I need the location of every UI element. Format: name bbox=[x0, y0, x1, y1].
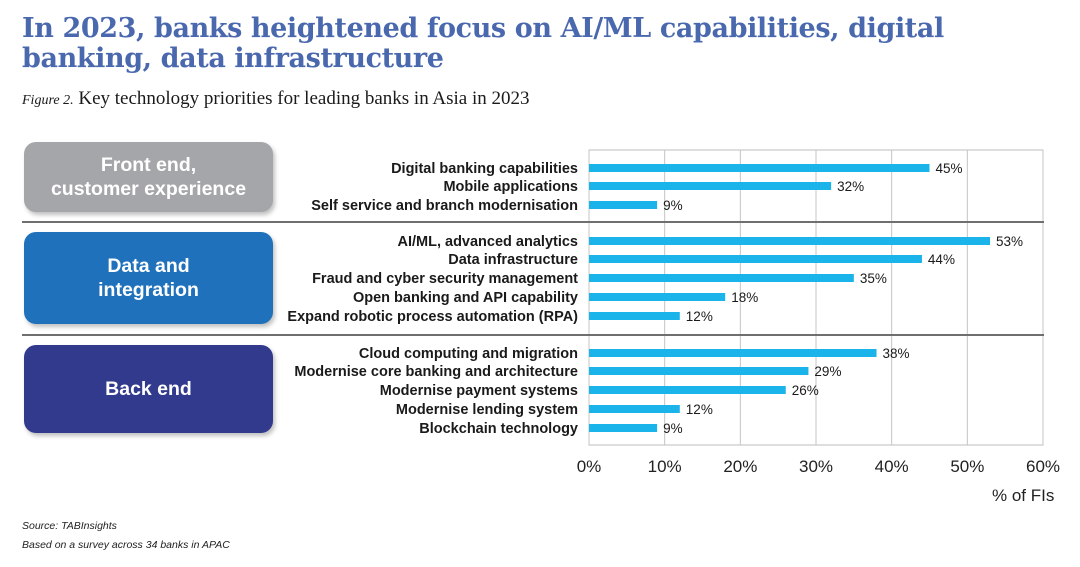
x-tick-label: 10% bbox=[648, 457, 682, 476]
value-label: 12% bbox=[686, 402, 713, 417]
bar bbox=[589, 424, 658, 432]
figure-label: Figure 2. bbox=[22, 93, 74, 108]
value-label: 35% bbox=[860, 271, 887, 286]
category-label: Modernise lending system bbox=[396, 402, 578, 418]
x-tick-label: 30% bbox=[799, 457, 833, 476]
value-label: 9% bbox=[663, 198, 683, 213]
value-label: 29% bbox=[814, 364, 841, 379]
bar bbox=[589, 274, 854, 282]
x-tick-label: 50% bbox=[950, 457, 984, 476]
value-label: 9% bbox=[663, 421, 683, 436]
bar bbox=[589, 164, 930, 172]
bar bbox=[589, 182, 832, 190]
category-label: Mobile applications bbox=[443, 179, 578, 195]
bar bbox=[589, 201, 658, 209]
bar bbox=[589, 367, 809, 375]
bar bbox=[589, 349, 877, 357]
x-axis-unit-label: % of FIs bbox=[992, 486, 1055, 505]
category-label: Expand robotic process automation (RPA) bbox=[287, 309, 578, 325]
x-tick-label: 0% bbox=[577, 457, 602, 476]
chart-title: In 2023, banks heightened focus on AI/ML… bbox=[22, 13, 944, 74]
category-label: Blockchain technology bbox=[419, 421, 578, 437]
bar bbox=[589, 405, 680, 413]
category-label: Open banking and API capability bbox=[353, 290, 578, 306]
x-tick-label: 60% bbox=[1026, 457, 1060, 476]
x-tick-label: 40% bbox=[875, 457, 909, 476]
bar bbox=[589, 237, 991, 245]
category-label: Modernise core banking and architecture bbox=[294, 364, 578, 380]
subtitle-text: Key technology priorities for leading ba… bbox=[78, 88, 530, 109]
category-label: Data infrastructure bbox=[448, 252, 578, 268]
category-label: Self service and branch modernisation bbox=[311, 198, 578, 214]
value-label: 45% bbox=[936, 161, 963, 176]
category-label: Cloud computing and migration bbox=[359, 346, 578, 362]
bar bbox=[589, 293, 726, 301]
group-back-end: Back end bbox=[24, 345, 273, 433]
source-note: Source: TABInsights bbox=[22, 520, 117, 532]
group-front-end: Front end, customer experience bbox=[24, 142, 273, 212]
category-label: Fraud and cyber security management bbox=[312, 271, 578, 287]
bar bbox=[589, 386, 786, 394]
survey-note: Based on a survey across 34 banks in APA… bbox=[22, 539, 230, 551]
category-label: AI/ML, advanced analytics bbox=[397, 234, 578, 250]
x-tick-label: 20% bbox=[723, 457, 757, 476]
value-label: 44% bbox=[928, 252, 955, 267]
category-label: Digital banking capabilities bbox=[391, 161, 578, 177]
value-label: 32% bbox=[837, 179, 864, 194]
bar bbox=[589, 312, 680, 320]
bar bbox=[589, 255, 922, 263]
chart-subtitle: Figure 2. Key technology priorities for … bbox=[22, 88, 530, 110]
value-label: 38% bbox=[883, 346, 910, 361]
group-data-integration: Data and integration bbox=[24, 232, 273, 324]
value-label: 53% bbox=[996, 234, 1023, 249]
category-label: Modernise payment systems bbox=[380, 383, 578, 399]
value-label: 12% bbox=[686, 309, 713, 324]
value-label: 18% bbox=[731, 290, 758, 305]
value-label: 26% bbox=[792, 383, 819, 398]
